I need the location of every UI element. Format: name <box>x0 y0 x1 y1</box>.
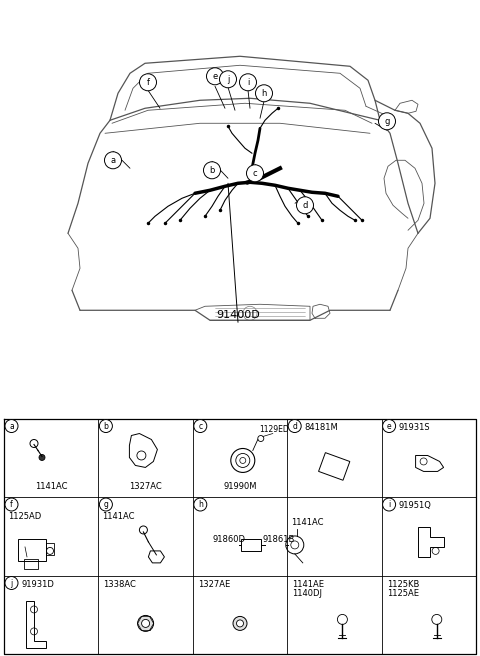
Text: a: a <box>9 422 14 430</box>
Circle shape <box>206 68 224 85</box>
Circle shape <box>105 152 121 169</box>
Text: d: d <box>302 201 308 210</box>
Circle shape <box>140 73 156 91</box>
Text: 1125AD: 1125AD <box>8 512 41 521</box>
Text: j: j <box>11 579 12 588</box>
Circle shape <box>237 620 243 627</box>
Text: 91400D: 91400D <box>216 310 260 320</box>
Text: 1125AE: 1125AE <box>386 590 419 598</box>
Text: f: f <box>10 500 13 509</box>
Text: a: a <box>110 155 116 165</box>
Text: d: d <box>292 422 297 430</box>
Text: b: b <box>209 166 215 174</box>
Circle shape <box>194 420 207 432</box>
Circle shape <box>5 577 18 590</box>
Text: 91931S: 91931S <box>398 422 430 432</box>
Text: 91861B: 91861B <box>263 535 295 544</box>
Text: i: i <box>247 78 249 87</box>
Text: 1141AC: 1141AC <box>102 512 135 521</box>
Bar <box>24 559 38 569</box>
Text: h: h <box>261 89 267 98</box>
Circle shape <box>142 619 150 627</box>
Text: g: g <box>384 117 390 126</box>
Text: h: h <box>198 500 203 509</box>
Text: j: j <box>227 75 229 84</box>
Text: 1141AC: 1141AC <box>35 482 68 491</box>
Text: 1141AC: 1141AC <box>291 518 324 527</box>
Circle shape <box>5 420 18 432</box>
Circle shape <box>383 498 396 511</box>
Text: 91931D: 91931D <box>21 579 54 588</box>
Text: c: c <box>252 169 257 178</box>
Circle shape <box>288 420 301 432</box>
Bar <box>241 539 261 551</box>
Text: f: f <box>146 78 149 87</box>
Text: 91990M: 91990M <box>223 482 257 491</box>
Bar <box>319 453 350 480</box>
Circle shape <box>255 85 273 102</box>
Circle shape <box>5 498 18 511</box>
Circle shape <box>247 165 264 182</box>
Text: 1327AE: 1327AE <box>198 579 230 588</box>
Circle shape <box>379 113 396 130</box>
Circle shape <box>138 615 154 631</box>
Text: 1338AC: 1338AC <box>103 579 136 588</box>
Circle shape <box>219 71 237 88</box>
Text: e: e <box>387 422 391 430</box>
Circle shape <box>240 73 256 91</box>
Text: c: c <box>198 422 203 430</box>
Text: 91860D: 91860D <box>213 535 246 544</box>
Text: 1141AE: 1141AE <box>292 579 324 588</box>
Text: e: e <box>212 72 217 81</box>
Circle shape <box>233 617 247 630</box>
Text: 1327AC: 1327AC <box>129 482 162 491</box>
Circle shape <box>297 197 313 214</box>
Text: 1129ED: 1129ED <box>259 424 288 434</box>
Circle shape <box>194 498 207 511</box>
Text: 91951Q: 91951Q <box>398 501 432 510</box>
Text: b: b <box>104 422 108 430</box>
Circle shape <box>99 420 112 432</box>
Circle shape <box>204 162 220 179</box>
Circle shape <box>39 455 45 461</box>
Bar <box>46 543 54 555</box>
Text: 84181M: 84181M <box>304 422 338 432</box>
Bar <box>18 539 46 561</box>
Circle shape <box>99 498 112 511</box>
Circle shape <box>383 420 396 432</box>
Text: i: i <box>388 500 390 509</box>
Text: g: g <box>104 500 108 509</box>
Text: 1125KB: 1125KB <box>386 579 419 588</box>
Text: 1140DJ: 1140DJ <box>292 590 322 598</box>
